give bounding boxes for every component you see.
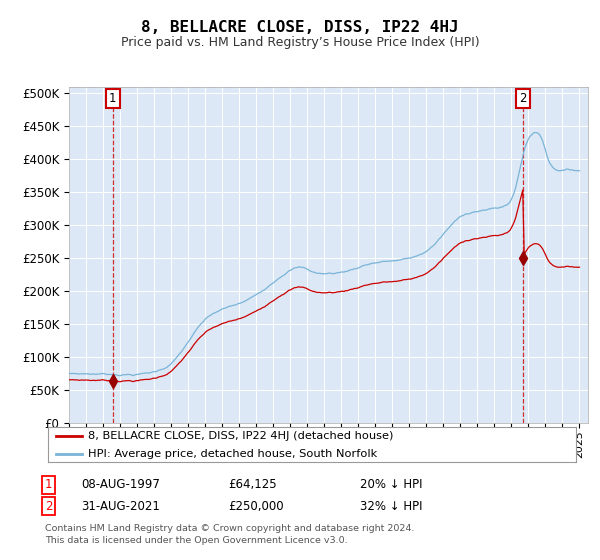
Text: 20% ↓ HPI: 20% ↓ HPI [360,478,422,492]
Text: This data is licensed under the Open Government Licence v3.0.: This data is licensed under the Open Gov… [45,536,347,545]
Text: £250,000: £250,000 [228,500,284,513]
Text: 32% ↓ HPI: 32% ↓ HPI [360,500,422,513]
Text: £64,125: £64,125 [228,478,277,492]
Text: HPI: Average price, detached house, South Norfolk: HPI: Average price, detached house, Sout… [88,449,377,459]
Text: Price paid vs. HM Land Registry’s House Price Index (HPI): Price paid vs. HM Land Registry’s House … [121,36,479,49]
Text: 1: 1 [45,478,53,492]
Text: 31-AUG-2021: 31-AUG-2021 [81,500,160,513]
Text: 8, BELLACRE CLOSE, DISS, IP22 4HJ: 8, BELLACRE CLOSE, DISS, IP22 4HJ [141,20,459,35]
Text: 08-AUG-1997: 08-AUG-1997 [81,478,160,492]
Text: Contains HM Land Registry data © Crown copyright and database right 2024.: Contains HM Land Registry data © Crown c… [45,524,415,533]
Text: 2: 2 [519,92,527,105]
Text: 8, BELLACRE CLOSE, DISS, IP22 4HJ (detached house): 8, BELLACRE CLOSE, DISS, IP22 4HJ (detac… [88,431,393,441]
Text: 2: 2 [45,500,53,513]
Text: 1: 1 [109,92,116,105]
